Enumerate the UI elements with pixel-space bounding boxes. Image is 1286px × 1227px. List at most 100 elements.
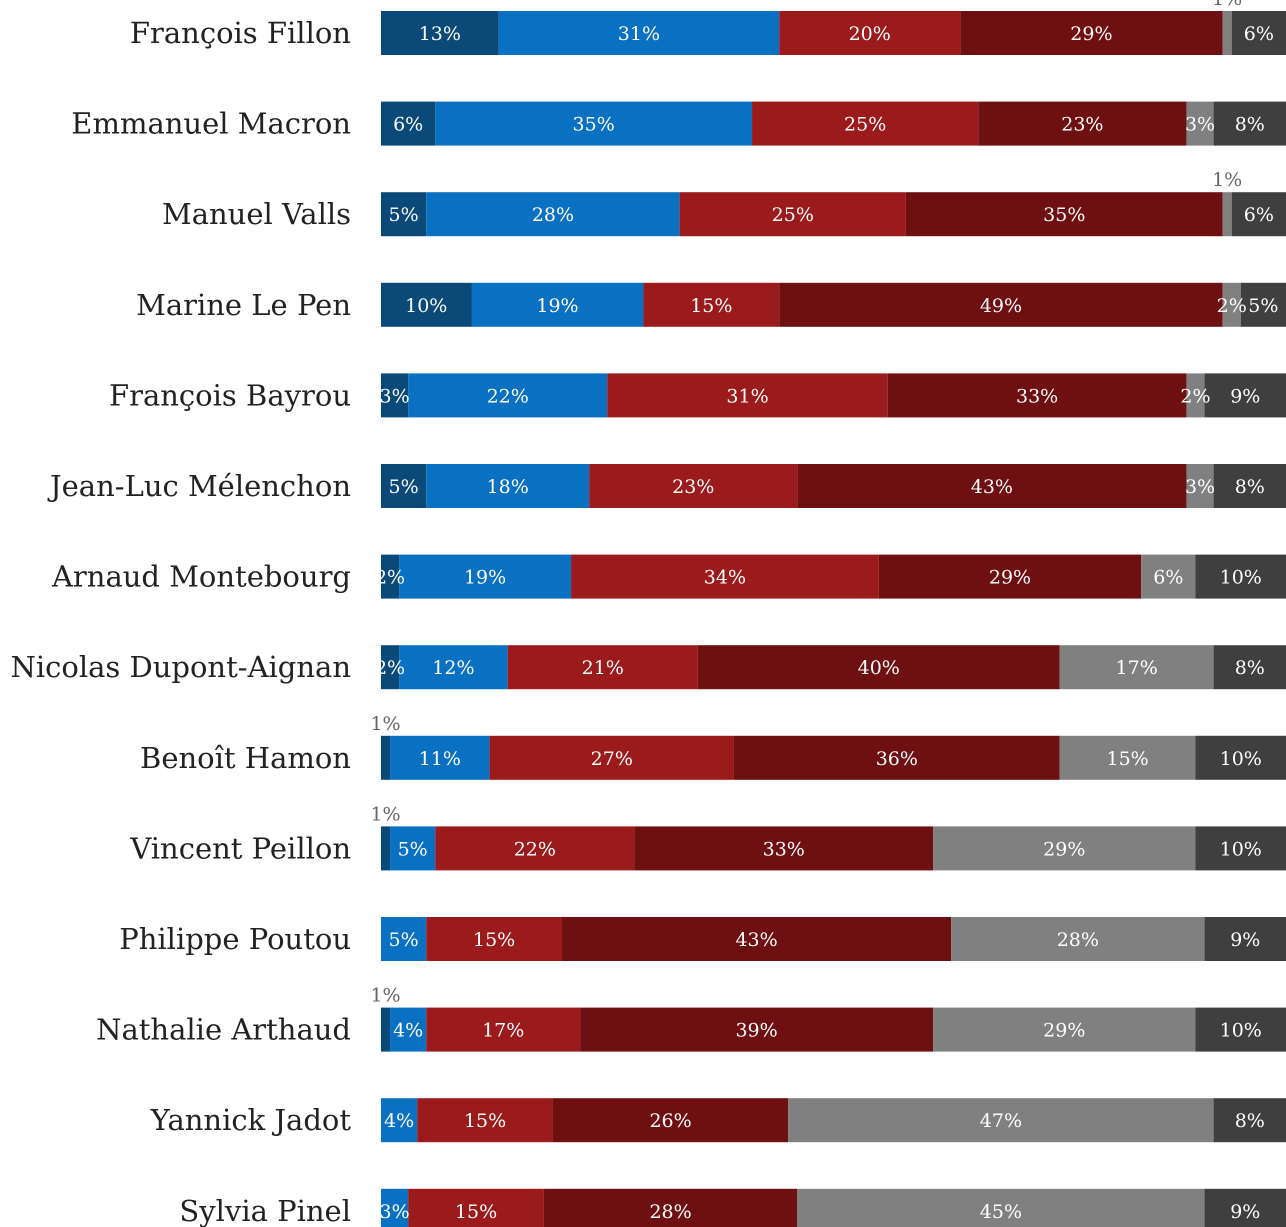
value-label: 31% xyxy=(618,23,660,45)
value-label: 17% xyxy=(482,1020,524,1042)
value-label: 2% xyxy=(1217,295,1247,317)
bar-segment xyxy=(381,1008,390,1052)
category-label: Vincent Peillon xyxy=(129,831,351,865)
value-label: 27% xyxy=(591,748,633,770)
value-label: 17% xyxy=(1116,657,1158,679)
value-label: 12% xyxy=(432,657,474,679)
value-label: 6% xyxy=(1153,567,1183,589)
value-label: 19% xyxy=(536,295,578,317)
value-label: 29% xyxy=(1043,838,1085,860)
value-label: 33% xyxy=(763,838,805,860)
category-label: Jean-Luc Mélenchon xyxy=(47,469,351,503)
value-label: 36% xyxy=(876,748,918,770)
value-label: 1% xyxy=(1212,0,1242,10)
value-label: 22% xyxy=(514,838,556,860)
value-label: 34% xyxy=(704,567,746,589)
value-label: 5% xyxy=(1248,295,1278,317)
value-label: 9% xyxy=(1230,929,1260,951)
value-label: 15% xyxy=(464,1110,506,1132)
value-label: 39% xyxy=(735,1020,777,1042)
value-label: 29% xyxy=(1070,23,1112,45)
value-label: 9% xyxy=(1230,385,1260,407)
value-label: 47% xyxy=(980,1110,1022,1132)
category-label: Emmanuel Macron xyxy=(71,107,351,141)
value-label: 5% xyxy=(389,204,419,226)
value-label: 5% xyxy=(389,476,419,498)
value-label: 13% xyxy=(419,23,461,45)
value-label: 43% xyxy=(735,929,777,951)
value-label: 15% xyxy=(690,295,732,317)
category-label: Yannick Jadot xyxy=(150,1103,352,1137)
value-label: 3% xyxy=(1185,114,1215,136)
value-label: 8% xyxy=(1235,476,1265,498)
value-label: 23% xyxy=(672,476,714,498)
value-label: 28% xyxy=(649,1201,691,1223)
value-label: 35% xyxy=(1043,204,1085,226)
value-label: 45% xyxy=(980,1201,1022,1223)
value-label: 8% xyxy=(1235,1110,1265,1132)
value-label: 15% xyxy=(473,929,515,951)
category-label: Marine Le Pen xyxy=(136,288,351,322)
value-label: 2% xyxy=(1180,385,1210,407)
value-label: 3% xyxy=(379,385,409,407)
value-label: 8% xyxy=(1235,657,1265,679)
value-label: 19% xyxy=(464,567,506,589)
value-label: 1% xyxy=(370,803,400,825)
value-label: 15% xyxy=(455,1201,497,1223)
value-label: 18% xyxy=(487,476,529,498)
value-label: 29% xyxy=(1043,1020,1085,1042)
category-label: Arnaud Montebourg xyxy=(51,560,351,594)
value-label: 35% xyxy=(573,114,615,136)
value-label: 15% xyxy=(1107,748,1149,770)
value-label: 22% xyxy=(487,385,529,407)
value-label: 3% xyxy=(379,1201,409,1223)
value-label: 1% xyxy=(370,985,400,1007)
value-label: 49% xyxy=(980,295,1022,317)
bar-segment xyxy=(1223,192,1232,236)
bar-segment xyxy=(381,736,390,780)
value-label: 28% xyxy=(1057,929,1099,951)
value-label: 21% xyxy=(582,657,624,679)
category-label: Philippe Poutou xyxy=(119,922,351,956)
value-label: 43% xyxy=(971,476,1013,498)
value-label: 6% xyxy=(393,114,423,136)
value-label: 4% xyxy=(384,1110,414,1132)
bars xyxy=(381,11,1286,1227)
value-label: 26% xyxy=(649,1110,691,1132)
value-label: 1% xyxy=(1212,169,1242,191)
value-label: 31% xyxy=(726,385,768,407)
category-label: François Fillon xyxy=(130,16,351,50)
bar-segment xyxy=(381,826,390,870)
value-label: 1% xyxy=(370,713,400,735)
value-label: 4% xyxy=(393,1020,423,1042)
value-label: 2% xyxy=(375,657,405,679)
value-label: 10% xyxy=(1220,838,1262,860)
value-label: 40% xyxy=(858,657,900,679)
value-label: 25% xyxy=(772,204,814,226)
value-label: 28% xyxy=(532,204,574,226)
value-label: 10% xyxy=(1220,567,1262,589)
value-label: 25% xyxy=(844,114,886,136)
value-label: 23% xyxy=(1061,114,1103,136)
value-label: 20% xyxy=(849,23,891,45)
category-label: François Bayrou xyxy=(109,378,351,412)
value-label: 9% xyxy=(1230,1201,1260,1223)
bar-segment xyxy=(1223,11,1232,55)
category-label: Nathalie Arthaud xyxy=(96,1013,351,1047)
value-label: 10% xyxy=(1220,1020,1262,1042)
value-label: 10% xyxy=(1220,748,1262,770)
category-label: Manuel Valls xyxy=(162,197,351,231)
value-label: 5% xyxy=(398,838,428,860)
value-label: 2% xyxy=(375,567,405,589)
category-labels: François Fillon Emmanuel Macron Manuel Val… xyxy=(10,16,351,1227)
value-label: 10% xyxy=(405,295,447,317)
value-label: 33% xyxy=(1016,385,1058,407)
value-label: 6% xyxy=(1244,23,1274,45)
value-label: 5% xyxy=(389,929,419,951)
category-label: Nicolas Dupont-Aignan xyxy=(10,650,351,684)
category-label: Benoît Hamon xyxy=(140,741,351,775)
category-label: Sylvia Pinel xyxy=(179,1194,351,1227)
value-label: 3% xyxy=(1185,476,1215,498)
value-label: 11% xyxy=(419,748,461,770)
